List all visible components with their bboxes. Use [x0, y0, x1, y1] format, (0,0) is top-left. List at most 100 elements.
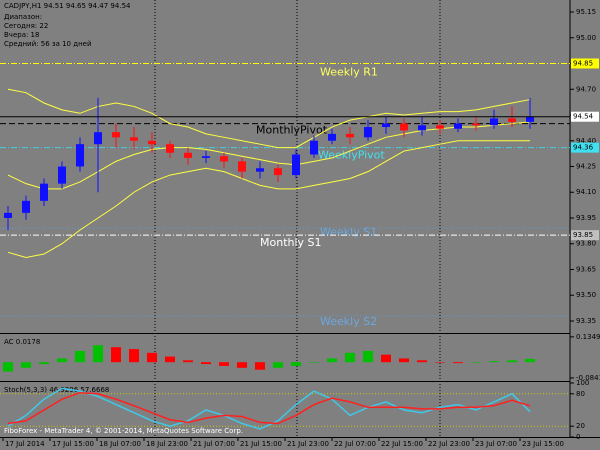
histogram-bar: [363, 350, 373, 363]
panel-title: AC 0.0178: [4, 338, 40, 346]
candle-body: [454, 123, 462, 129]
time-label: 22 Jul 15:00: [381, 440, 423, 448]
band-line: [7, 140, 530, 258]
y-tick-label: 93.95: [576, 214, 596, 222]
histogram-bar: [57, 358, 67, 363]
histogram-bar: [39, 362, 49, 365]
candle-body: [94, 132, 102, 145]
candle-body: [328, 133, 336, 141]
y-tick-label: 94.10: [576, 188, 596, 196]
time-label: 18 Jul 23:00: [146, 440, 188, 448]
y-tick-label: 20: [576, 422, 585, 430]
candle-body: [166, 144, 174, 153]
histogram-bar: [147, 352, 157, 363]
histogram-bar: [345, 352, 355, 363]
y-tick-label: 93.35: [576, 317, 596, 325]
histogram-bar: [219, 362, 229, 366]
histogram-bar: [381, 354, 391, 363]
histogram-bar: [183, 360, 193, 363]
level-label: Weekly R1: [320, 66, 378, 79]
y-tick-label: 95.00: [576, 34, 596, 42]
candle-body: [148, 140, 156, 145]
y-tick-label: 93.65: [576, 265, 596, 273]
candle-body: [418, 125, 426, 131]
candle-body: [274, 168, 282, 176]
price-box: [571, 230, 599, 241]
symbol-line: CADJPY,H1 94.51 94.65 94.47 94.54: [4, 2, 131, 10]
level-label: WeeklyPivot: [318, 149, 385, 162]
candle-body: [220, 156, 228, 162]
histogram-bar: [309, 362, 319, 363]
candle-body: [238, 161, 246, 172]
candle-body: [472, 123, 480, 126]
price-box: [571, 142, 599, 153]
price-box: [571, 111, 599, 122]
histogram-bar: [3, 362, 13, 372]
y-tick-label: 94.70: [576, 85, 596, 93]
level-label: Monthly S1: [260, 236, 322, 249]
y-tick-label: 80: [576, 390, 585, 398]
price-box-label: 94.36: [573, 144, 594, 152]
price-box-label: 94.85: [573, 60, 593, 68]
histogram-bar: [489, 361, 499, 363]
y-tick-label: 94.40: [576, 137, 596, 145]
candle-body: [346, 133, 354, 138]
time-label: 23 Jul 15:00: [522, 440, 564, 448]
candle-body: [130, 137, 138, 141]
candle-body: [436, 125, 444, 129]
histogram-bar: [471, 362, 481, 363]
histogram-bar: [237, 362, 247, 368]
candle-body: [4, 212, 12, 218]
range-line: Сегодня: 22: [4, 22, 48, 30]
stoch-line: [7, 391, 531, 425]
time-label: 21 Jul 15:00: [240, 440, 282, 448]
time-label: 23 Jul 07:00: [475, 440, 517, 448]
level-label: MonthlyPivot: [256, 124, 328, 137]
time-label: 21 Jul 07:00: [193, 440, 235, 448]
y-tick-label: 0: [576, 433, 580, 441]
price-box: [571, 58, 599, 69]
range-line: Диапазон:: [4, 13, 42, 21]
candle-body: [310, 140, 318, 155]
candle-body: [112, 132, 120, 138]
histogram-bar: [435, 362, 445, 363]
histogram-bar: [129, 349, 139, 363]
histogram-bar: [255, 362, 265, 370]
price-box-label: 93.85: [573, 231, 593, 239]
candle-body: [400, 123, 408, 131]
y-tick-label: 94.25: [576, 163, 596, 171]
y-tick-label: 95.15: [576, 8, 596, 16]
candle-body: [40, 183, 48, 201]
y-tick-label: 0.1349: [576, 333, 600, 341]
candle-body: [526, 116, 534, 122]
level-label: Weekly S2: [320, 315, 377, 328]
histogram-bar: [93, 345, 103, 363]
candle-body: [508, 118, 516, 122]
histogram-bar: [417, 360, 427, 363]
histogram-bar: [327, 358, 337, 363]
band-line: [7, 88, 531, 149]
y-tick-label: 93.80: [576, 240, 596, 248]
candle-body: [382, 123, 390, 128]
histogram-bar: [525, 358, 535, 363]
y-tick-label: 100: [576, 379, 589, 387]
histogram-bar: [507, 360, 517, 363]
level-label: Weekly S1: [320, 225, 377, 238]
candle-body: [256, 168, 264, 172]
candle-body: [76, 144, 84, 167]
histogram-bar: [453, 362, 463, 364]
candle-body: [58, 166, 66, 184]
range-line: Вчера: 18: [4, 31, 39, 39]
footer: FiboForex - MetaTrader 4, © 2001-2014, M…: [4, 427, 243, 435]
time-label: 22 Jul 23:00: [428, 440, 470, 448]
candle-body: [202, 156, 210, 158]
y-tick-label: 93.50: [576, 291, 596, 299]
range-line: Средний: 56 за 10 дней: [4, 40, 92, 48]
candle-body: [292, 154, 300, 176]
histogram-bar: [75, 350, 85, 363]
histogram-bar: [111, 347, 121, 363]
stoch-line: [7, 387, 531, 430]
candle-body: [490, 118, 498, 126]
price-box-label: 94.54: [573, 113, 594, 121]
